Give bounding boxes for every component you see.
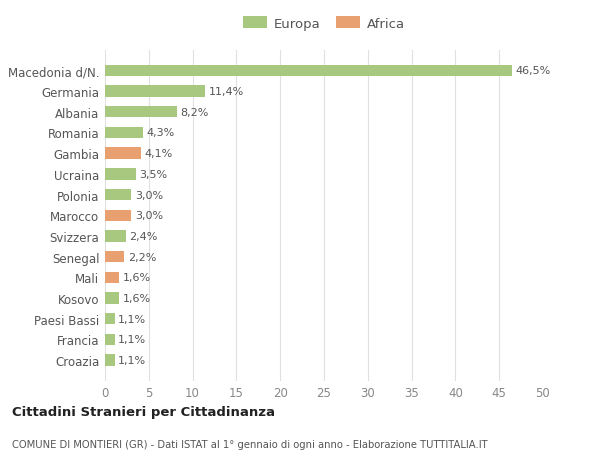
Text: 1,6%: 1,6%	[122, 273, 151, 283]
Bar	[105, 169, 136, 180]
Bar	[105, 128, 143, 139]
Bar	[105, 86, 205, 97]
Text: 8,2%: 8,2%	[181, 107, 209, 118]
Bar	[105, 66, 512, 77]
Bar	[105, 293, 119, 304]
Text: 3,0%: 3,0%	[135, 190, 163, 200]
Text: Cittadini Stranieri per Cittadinanza: Cittadini Stranieri per Cittadinanza	[12, 405, 275, 419]
Text: 3,5%: 3,5%	[139, 169, 167, 179]
Bar	[105, 190, 131, 201]
Bar	[105, 272, 119, 283]
Text: 1,1%: 1,1%	[118, 355, 146, 365]
Text: 1,1%: 1,1%	[118, 314, 146, 324]
Bar	[105, 313, 115, 325]
Bar	[105, 355, 115, 366]
Text: 4,1%: 4,1%	[145, 149, 173, 159]
Bar	[105, 210, 131, 221]
Text: 2,4%: 2,4%	[130, 231, 158, 241]
Bar	[105, 252, 124, 263]
Text: 11,4%: 11,4%	[208, 87, 244, 97]
Text: 2,2%: 2,2%	[128, 252, 156, 262]
Legend: Europa, Africa: Europa, Africa	[243, 17, 405, 31]
Bar	[105, 334, 115, 345]
Text: COMUNE DI MONTIERI (GR) - Dati ISTAT al 1° gennaio di ogni anno - Elaborazione T: COMUNE DI MONTIERI (GR) - Dati ISTAT al …	[12, 440, 488, 449]
Text: 3,0%: 3,0%	[135, 211, 163, 221]
Bar	[105, 148, 141, 159]
Text: 46,5%: 46,5%	[516, 66, 551, 76]
Bar	[105, 231, 126, 242]
Text: 1,1%: 1,1%	[118, 335, 146, 345]
Text: 1,6%: 1,6%	[122, 293, 151, 303]
Text: 4,3%: 4,3%	[146, 128, 175, 138]
Bar	[105, 107, 177, 118]
